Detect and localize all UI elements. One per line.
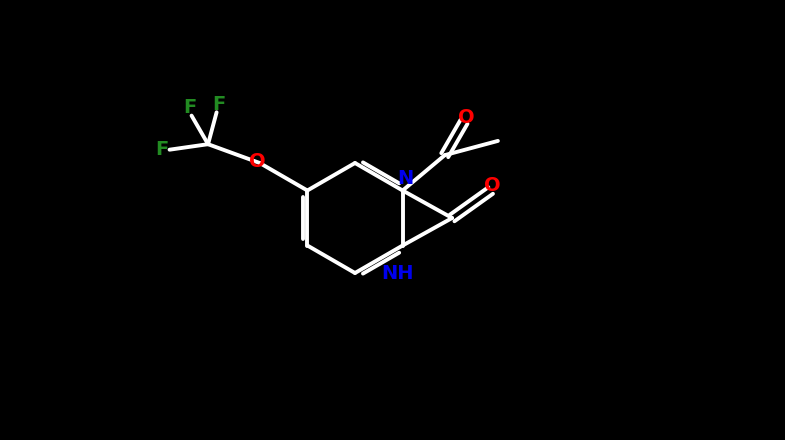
Text: O: O xyxy=(458,108,474,127)
Text: F: F xyxy=(212,95,225,114)
Text: O: O xyxy=(250,151,266,171)
Text: F: F xyxy=(155,140,168,159)
Text: NH: NH xyxy=(382,264,414,283)
Text: F: F xyxy=(183,98,196,117)
Text: N: N xyxy=(397,169,414,188)
Text: O: O xyxy=(484,176,501,195)
